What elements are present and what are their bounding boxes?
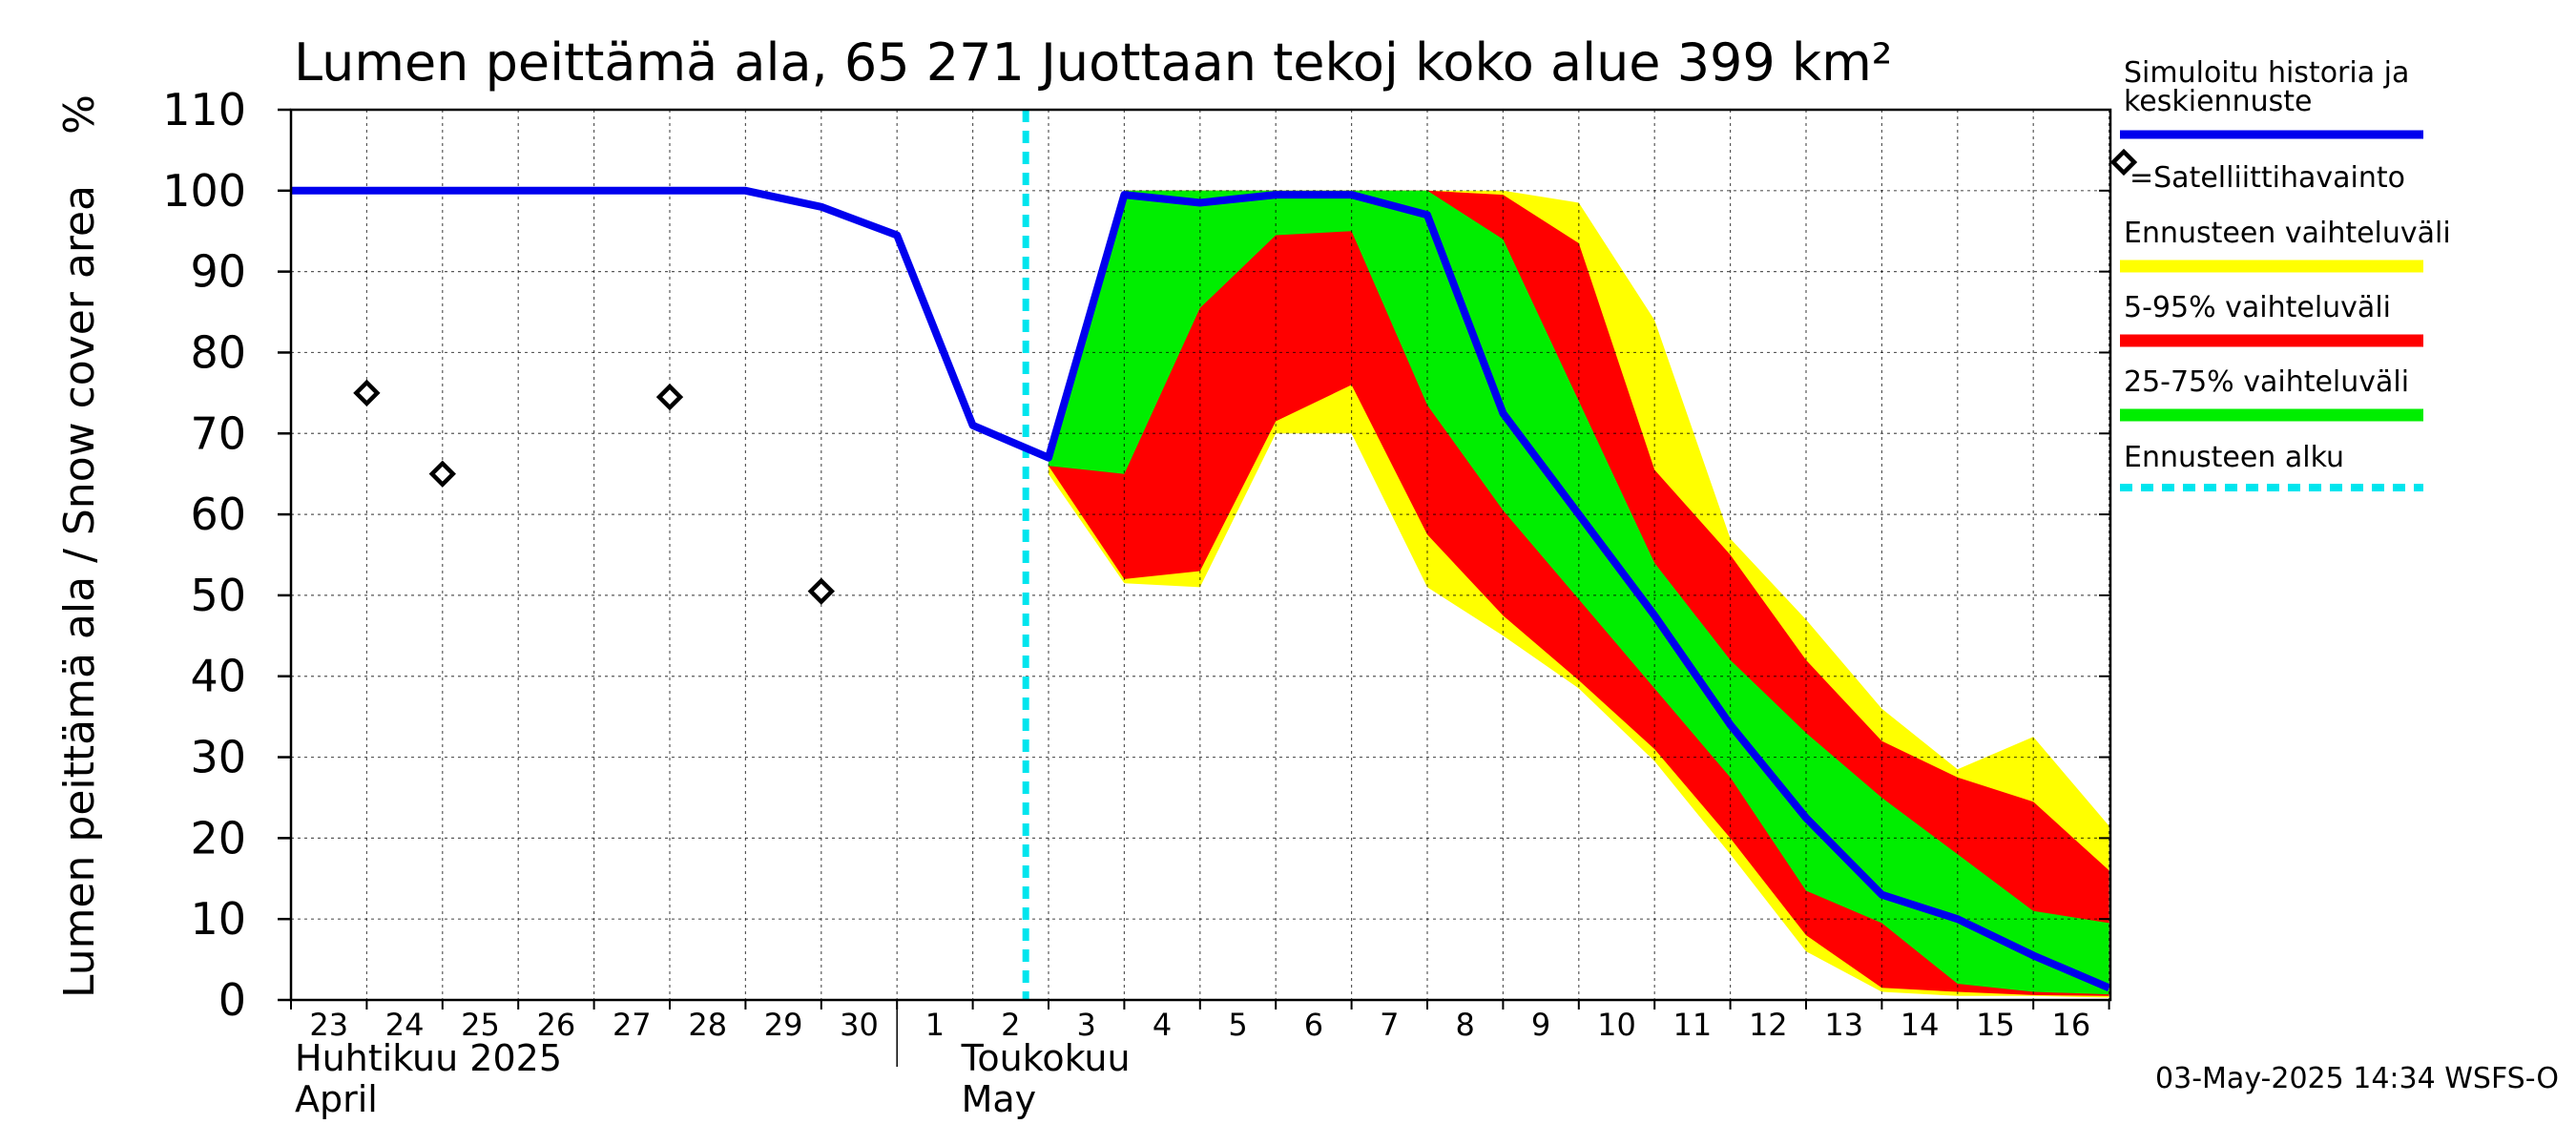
legend-label: Simuloitu historia ja: [2124, 56, 2409, 90]
y-tick-label: 70: [190, 407, 246, 459]
satellite-point: [353, 379, 381, 407]
x-tick-label: 27: [613, 1007, 652, 1043]
y-tick-label: 50: [190, 570, 246, 621]
satellite-point: [428, 460, 456, 488]
x-tick-label: 29: [764, 1007, 803, 1043]
series-lines: [291, 110, 2111, 1000]
x-tick-label: 28: [688, 1007, 727, 1043]
footer-timestamp: 03-May-2025 14:34 WSFS-O: [2155, 1062, 2559, 1095]
x-tick-label: 4: [1153, 1007, 1172, 1043]
x-tick-label: 1: [925, 1007, 945, 1043]
x-tick-label: 30: [840, 1007, 879, 1043]
x-tick-label: 3: [1077, 1007, 1096, 1043]
x-tick-label: 5: [1228, 1007, 1247, 1043]
chart-title: Lumen peittämä ala, 65 271 Juottaan teko…: [294, 32, 1892, 93]
y-tick-label: 90: [190, 246, 246, 298]
legend-diamond: [2109, 148, 2138, 177]
satellite-point: [807, 577, 835, 605]
y-tick-label: 60: [190, 489, 246, 540]
y-tick-label: 40: [190, 651, 246, 702]
x-tick-label: 15: [1976, 1007, 2015, 1043]
month-label-line2: April: [295, 1078, 378, 1120]
legend-label: keskiennuste: [2124, 85, 2312, 118]
x-tick-label: 10: [1597, 1007, 1636, 1043]
satellite-point: [655, 383, 684, 411]
x-tick-label: 9: [1531, 1007, 1550, 1043]
x-tick-label: 14: [1901, 1007, 1940, 1043]
series-line-mean: [291, 186, 2111, 991]
x-tick-label: 26: [537, 1007, 576, 1043]
x-tick-label: 16: [2052, 1007, 2091, 1043]
y-tick-label: 100: [162, 165, 246, 217]
month-label-line2: May: [962, 1078, 1037, 1120]
y-axis-label: Lumen peittämä ala / Snow cover area: [55, 185, 104, 998]
forecast-bands: [291, 110, 2110, 1000]
y-tick-label: 110: [162, 84, 246, 135]
legend-label: Ennusteen vaihteluväli: [2124, 217, 2451, 250]
x-tick-label: 12: [1749, 1007, 1788, 1043]
y-tick-label: 30: [190, 732, 246, 783]
month-label-line1: Huhtikuu 2025: [295, 1037, 562, 1079]
y-tick-label: 80: [190, 326, 246, 378]
y-tick-label: 20: [190, 812, 246, 864]
y-unit: %: [55, 94, 104, 135]
legend-label: Ennusteen alku: [2124, 441, 2344, 474]
x-tick-label: 23: [309, 1007, 348, 1043]
x-tick-label: 2: [1001, 1007, 1020, 1043]
x-tick-label: 8: [1456, 1007, 1475, 1043]
x-tick-label: 11: [1673, 1007, 1713, 1043]
x-tick-label: 6: [1304, 1007, 1323, 1043]
x-tick-label: 7: [1380, 1007, 1399, 1043]
legend-label: =Satelliittihavainto: [2129, 161, 2405, 195]
legend-label: 25-75% vaihteluväli: [2124, 365, 2409, 399]
x-tick-label: 24: [385, 1007, 425, 1043]
month-label-line1: Toukokuu: [961, 1037, 1131, 1079]
y-tick-label: 10: [190, 893, 246, 945]
legend-label: 5-95% vaihteluväli: [2124, 291, 2391, 324]
x-tick-label: 13: [1824, 1007, 1863, 1043]
y-tick-label: 0: [218, 974, 246, 1026]
x-tick-label: 25: [461, 1007, 500, 1043]
